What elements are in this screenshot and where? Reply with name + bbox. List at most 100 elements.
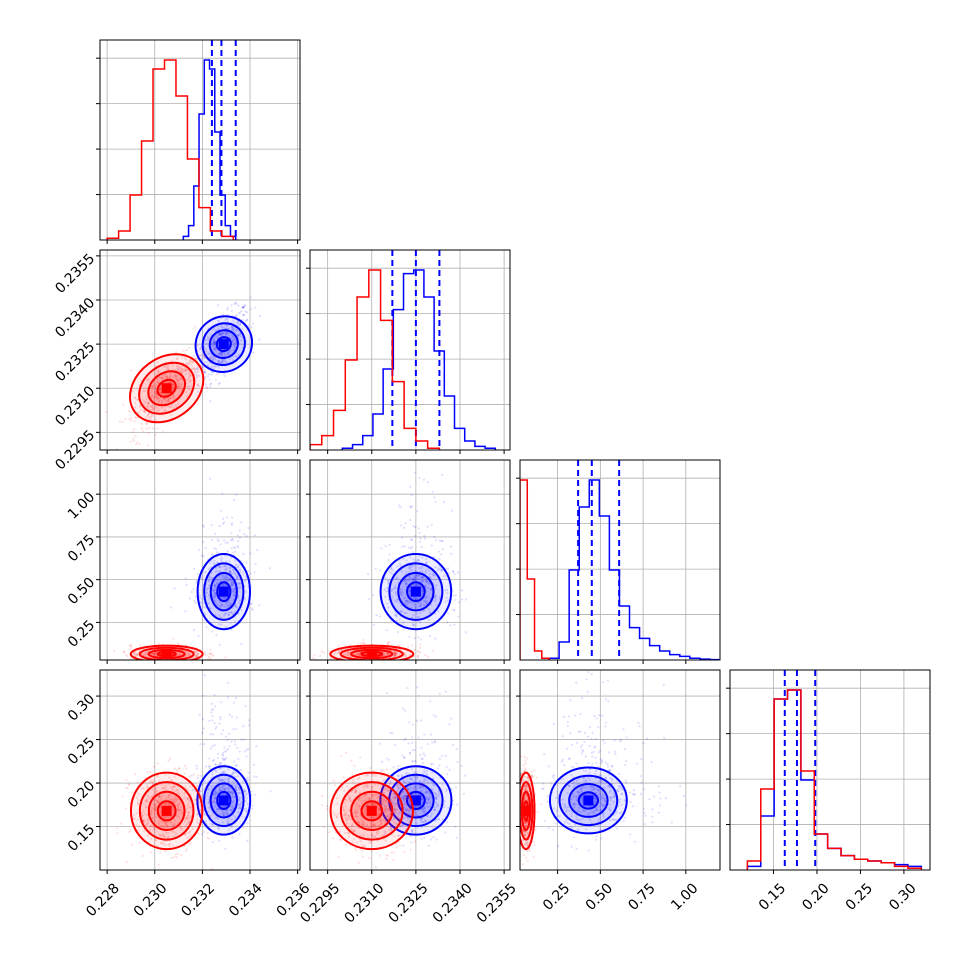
scatter-point (189, 374, 192, 377)
scatter-point (401, 824, 404, 827)
scatter-point (188, 371, 191, 374)
scatter-point (211, 342, 214, 345)
scatter-point (156, 801, 159, 804)
scatter-point (356, 664, 358, 666)
scatter-point (221, 313, 225, 316)
scatter-point (411, 741, 414, 744)
histogram-1 (106, 59, 235, 240)
scatter-point (178, 386, 181, 389)
scatter-point (379, 615, 382, 618)
scatter-point (183, 772, 187, 775)
scatter-point (217, 752, 220, 756)
scatter-point (146, 650, 149, 654)
scatter-point (158, 397, 161, 400)
scatter-point (141, 653, 144, 656)
scatter-point (445, 765, 448, 768)
scatter-point (245, 561, 248, 564)
scatter-point (159, 661, 161, 663)
scatter-point (245, 311, 249, 314)
scatter-point (218, 789, 221, 792)
scatter-point (210, 363, 214, 366)
scatter-point (152, 803, 155, 806)
scatter-point (204, 372, 207, 375)
scatter-point (145, 663, 147, 665)
scatter-point (404, 596, 407, 599)
scatter-point (189, 360, 192, 363)
scatter-point (138, 404, 142, 407)
scatter-point (432, 573, 435, 577)
scatter-point (213, 338, 216, 341)
scatter-point (203, 779, 206, 783)
scatter-point (244, 807, 247, 810)
scatter-point (414, 784, 417, 787)
scatter-point (410, 829, 413, 832)
scatter-point (239, 768, 243, 772)
scatter-point (322, 651, 326, 654)
scatter-point (214, 329, 217, 333)
scatter-point (219, 778, 222, 781)
scatter-point (255, 744, 258, 748)
scatter-point (219, 762, 222, 765)
scatter-point (135, 812, 138, 815)
scatter-point (423, 777, 426, 780)
scatter-point (197, 353, 200, 356)
scatter-point (245, 810, 248, 813)
scatter-point (182, 349, 185, 353)
scatter-point (237, 304, 240, 307)
scatter-point (433, 808, 436, 811)
scatter-point (247, 779, 250, 782)
scatter-point (429, 700, 432, 703)
scatter-point (220, 603, 223, 606)
scatter-point (150, 808, 153, 812)
scatter-point (201, 601, 205, 605)
scatter-point (185, 349, 188, 352)
scatter-point (393, 650, 396, 654)
scatter-point (244, 575, 247, 578)
scatter-point (196, 776, 199, 780)
scatter-point (167, 759, 170, 763)
scatter-point (220, 351, 223, 355)
scatter-point (241, 306, 244, 309)
scatter-point (221, 332, 225, 335)
scatter-point (185, 395, 189, 398)
scatter-point (196, 653, 200, 656)
scatter-point (162, 842, 165, 845)
scatter-point (187, 346, 191, 349)
scatter-point (425, 770, 429, 773)
scatter-point (145, 823, 148, 827)
scatter-point (149, 824, 152, 828)
scatter-point (188, 831, 191, 834)
scatter-point (208, 719, 211, 723)
scatter-point (418, 646, 422, 649)
scatter-point (226, 579, 229, 583)
scatter-point (165, 372, 168, 376)
scatter-point (158, 833, 161, 837)
scatter-point (446, 612, 450, 615)
scatter-point (156, 799, 159, 802)
scatter-point (160, 662, 162, 664)
scatter-point (431, 573, 435, 576)
scatter-point (259, 314, 262, 318)
scatter-point (453, 623, 456, 626)
scatter-point (169, 397, 173, 400)
scatter-point (442, 500, 445, 503)
scatter-point (238, 577, 241, 580)
scatter-point (142, 399, 145, 402)
scatter-point (389, 783, 392, 786)
scatter-point (207, 363, 210, 367)
scatter-point (409, 807, 412, 810)
scatter-point (152, 653, 155, 656)
scatter-point (405, 612, 408, 615)
scatter-point (220, 616, 223, 619)
scatter-point (226, 327, 229, 330)
scatter-point (406, 779, 409, 782)
scatter-point (403, 654, 406, 657)
scatter-point (221, 361, 224, 364)
scatter-point (153, 838, 157, 841)
scatter-point (142, 390, 145, 393)
scatter-point (228, 578, 231, 581)
scatter-point (224, 568, 227, 571)
scatter-point (392, 766, 395, 769)
scatter-point (125, 786, 128, 790)
scatter-point (205, 588, 209, 592)
